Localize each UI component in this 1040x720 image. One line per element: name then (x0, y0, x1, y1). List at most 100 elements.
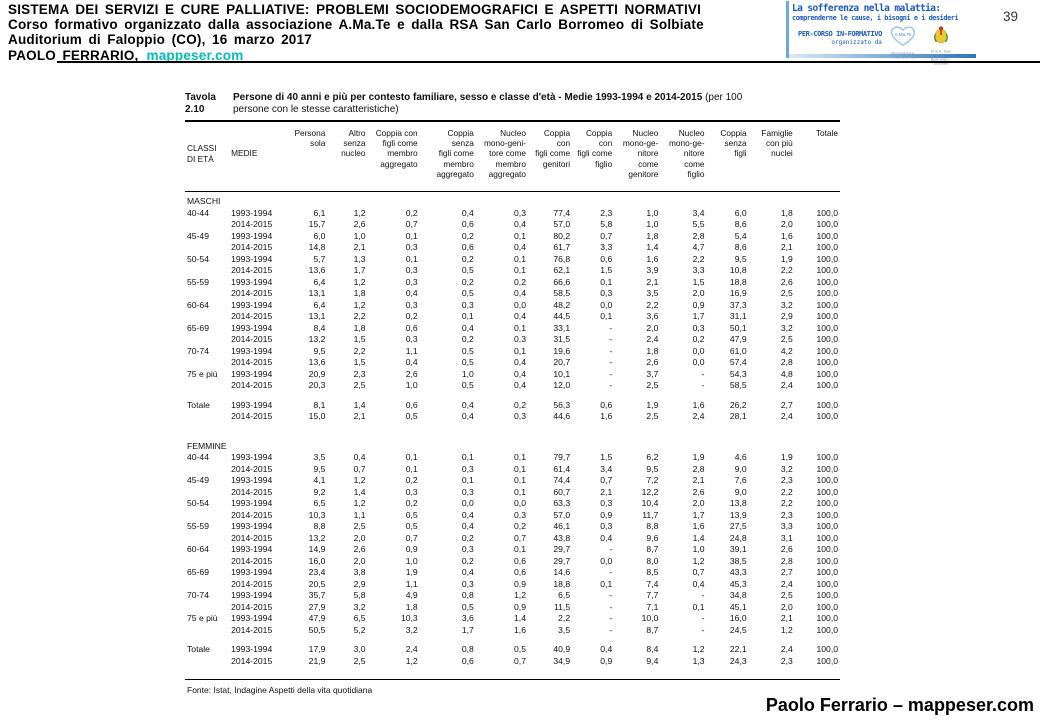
value-cell: 13,1 (308, 288, 326, 299)
value-cell: 7,7 (646, 590, 659, 601)
age-cell: 40-44 (187, 452, 209, 463)
value-cell: 26,2 (729, 399, 747, 410)
value-cell: 0,2 (405, 207, 418, 218)
period-cell: 1993-1994 (231, 345, 273, 356)
value-cell: 100,0 (816, 311, 838, 322)
value-cell: 18,8 (729, 276, 747, 287)
value-cell: 0,3 (600, 498, 613, 509)
period-cell: 1993-1994 (231, 544, 273, 555)
value-cell: 2,5 (780, 334, 793, 345)
value-cell: 0,6 (405, 399, 418, 410)
value-cell: 2,5 (353, 655, 366, 666)
value-cell: 6,5 (353, 613, 366, 624)
period-cell: 2014-2015 (231, 532, 273, 543)
value-cell: - (701, 624, 705, 635)
table-row: 65-69 1993-1994 23,4 3,8 1,9 0,4 0,6 14,6 - 8,5 0,… (185, 567, 840, 579)
value-cell: 0,3 (405, 242, 418, 253)
value-cell: 0,9 (514, 578, 526, 589)
period-cell: 1993-1994 (231, 399, 273, 410)
value-cell: 57,0 (553, 219, 571, 230)
column-header: Nucleo mono-ge- nitore come figlio (660, 121, 707, 193)
value-cell: 100,0 (816, 555, 838, 566)
value-cell: 2,5 (646, 411, 659, 422)
column-header: Coppia con figli come membro aggregato (367, 121, 420, 193)
column-header: Coppia senza figli (706, 121, 749, 193)
age-cell (185, 411, 229, 423)
column-header: Coppia con figli come figlio (572, 121, 615, 193)
value-cell: 2,7 (780, 399, 793, 410)
table-row: 50-54 1993-1994 6,5 1,2 0,2 0,0 0,0 63,3 0,3 10,4… (185, 498, 840, 510)
value-cell: 9,6 (646, 532, 659, 543)
value-cell: 33,1 (553, 322, 571, 333)
value-cell: 2,1 (692, 475, 705, 486)
value-cell: 0,0 (692, 357, 705, 368)
value-cell: 66,6 (553, 276, 571, 287)
value-cell: 0,2 (461, 555, 474, 566)
value-cell: 16,0 (308, 555, 326, 566)
value-cell: 8,4 (646, 644, 659, 655)
value-cell: 80,2 (553, 230, 571, 241)
value-cell: 0,1 (405, 452, 418, 463)
value-cell: 8,1 (313, 399, 326, 410)
value-cell: 100,0 (816, 288, 838, 299)
value-cell: 0,2 (461, 230, 474, 241)
spacer-row (185, 423, 840, 441)
value-cell: 2,5 (353, 521, 366, 532)
value-cell: 100,0 (816, 207, 838, 218)
logo-left-stripe (786, 1, 789, 58)
value-cell: 61,4 (553, 463, 571, 474)
value-cell: 1,4 (353, 399, 366, 410)
value-cell: 0,3 (461, 463, 474, 474)
rsa-caption: R.S.A. San Carlo Borromeo - Solbiate (930, 49, 951, 66)
value-cell: 0,1 (461, 311, 474, 322)
period-cell: 1993-1994 (231, 613, 273, 624)
page-number: 39 (1003, 9, 1019, 24)
value-cell: 20,5 (308, 578, 326, 589)
value-cell: 2,0 (353, 532, 366, 543)
value-cell: 2,4 (780, 380, 793, 391)
value-cell: 3,5 (313, 452, 326, 463)
value-cell: - (609, 601, 613, 612)
value-cell: 2,9 (780, 311, 793, 322)
value-cell: 9,2 (313, 486, 326, 497)
value-cell: 0,4 (514, 368, 526, 379)
period-cell: 2014-2015 (231, 486, 273, 497)
slide-header: SISTEMA DEI SERVIZI E CURE PALLIATIVE: P… (8, 2, 704, 63)
value-cell: 45,3 (729, 578, 747, 589)
header-divider (57, 61, 1040, 63)
value-cell: 10,3 (400, 613, 418, 624)
value-cell: 8,0 (646, 555, 659, 566)
value-cell: 0,1 (405, 230, 418, 241)
value-cell: 3,2 (405, 624, 418, 635)
logo-bottom-stripe (789, 54, 976, 58)
value-cell: 1,7 (692, 311, 705, 322)
age-cell: 75 e più (187, 613, 218, 624)
value-cell: 100,0 (816, 399, 838, 410)
value-cell: 3,6 (646, 311, 659, 322)
value-cell: 0,1 (600, 311, 613, 322)
value-cell: 27,5 (729, 521, 747, 532)
table-title: Tavola 2.10 Persone di 40 anni e più per… (185, 92, 840, 115)
header-title-line1: SISTEMA DEI SERVIZI E CURE PALLIATIVE: P… (8, 2, 702, 17)
value-cell: 9,5 (646, 463, 659, 474)
value-cell: 1,8 (646, 345, 659, 356)
mappeser-link[interactable]: mappeser.com (146, 47, 244, 63)
table-row: 60-64 1993-1994 6,4 1,2 0,3 0,3 0,0 48,2 0,0 2,2 0… (185, 300, 840, 312)
value-cell: 2,3 (780, 475, 793, 486)
value-cell: 13,1 (308, 311, 326, 322)
value-cell: 12,2 (641, 486, 659, 497)
value-cell: 2,2 (353, 345, 366, 356)
period-cell: 2014-2015 (231, 411, 273, 422)
value-cell: 16,0 (729, 613, 747, 624)
period-cell: 1993-1994 (231, 253, 273, 264)
value-cell: 20,3 (308, 380, 326, 391)
value-cell: 10,0 (641, 613, 659, 624)
value-cell: 44,6 (553, 411, 571, 422)
value-cell: 0,0 (461, 498, 474, 509)
table-row: 65-69 1993-1994 8,4 1,8 0,6 0,4 0,1 33,1 - 2,0 0,3… (185, 323, 840, 335)
value-cell: 100,0 (816, 299, 838, 310)
value-cell: 0,4 (405, 288, 418, 299)
table-title-note2: persone con le stesse caratteristiche) (233, 103, 399, 115)
period-cell: 1993-1994 (231, 230, 273, 241)
footer-credit[interactable]: Paolo Ferrario – mappeser.com (765, 695, 1034, 715)
